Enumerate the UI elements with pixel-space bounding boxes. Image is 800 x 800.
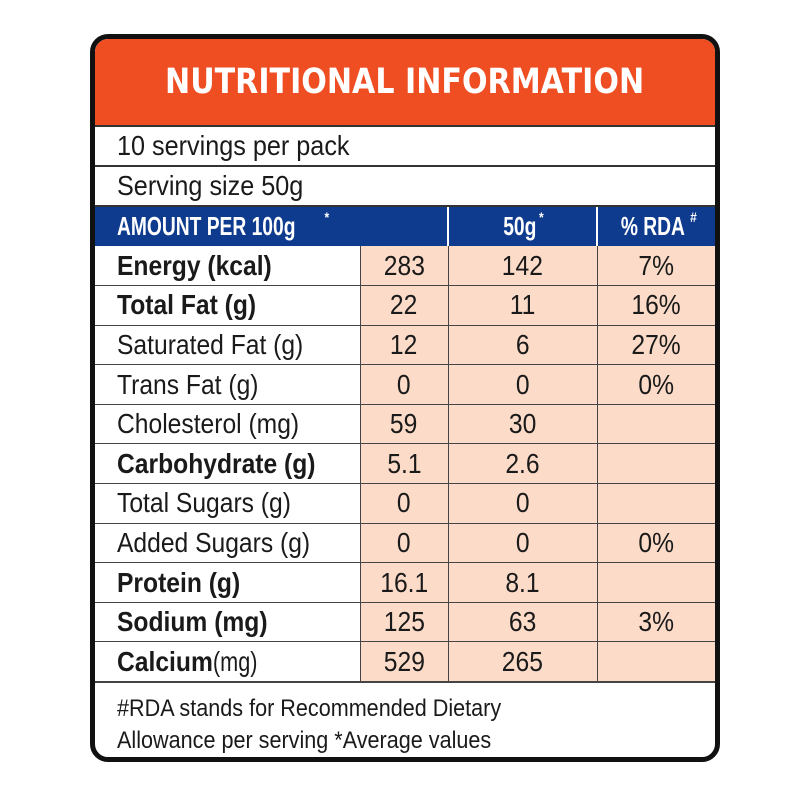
nutrient-name: Trans Fat (g) — [95, 364, 361, 405]
value-per-100g: 0 — [360, 364, 449, 405]
nutrition-panel: NUTRITIONAL INFORMATION 10 servings per … — [90, 34, 720, 762]
value-per-100g: 529 — [360, 641, 449, 683]
nutrient-name: Saturated Fat (g) — [95, 325, 361, 366]
header-50g: 50g * — [448, 207, 598, 246]
title-bar: NUTRITIONAL INFORMATION — [95, 39, 715, 127]
servings-per-pack: 10 servings per pack — [117, 130, 350, 161]
nutrient-name: Sodium (mg) — [95, 602, 361, 643]
value-per-50g: 2.6 — [448, 443, 598, 485]
header-50g-mark: * — [539, 209, 545, 225]
value-per-50g: 30 — [448, 404, 598, 445]
value-per-50g: 8.1 — [448, 562, 598, 603]
value-rda: 0% — [597, 523, 715, 564]
value-per-50g: 0 — [448, 523, 598, 564]
value-per-100g: 5.1 — [360, 443, 449, 485]
value-per-100g: 0 — [360, 523, 449, 564]
value-per-100g: 125 — [360, 602, 449, 643]
nutrient-name: Energy (kcal) — [95, 246, 361, 287]
nutrient-name-unit: (mg) — [212, 645, 258, 677]
value-rda — [597, 641, 715, 683]
table-row: Sodium (mg) 125 63 3% — [95, 602, 715, 643]
value-per-100g: 22 — [360, 285, 449, 326]
value-rda — [597, 562, 715, 603]
nutrient-name: Carbohydrate (g) — [95, 443, 361, 485]
table-row: Carbohydrate (g) 5.1 2.6 — [95, 443, 715, 485]
header-50g-label: 50g — [503, 211, 537, 241]
value-per-50g: 63 — [448, 602, 598, 643]
footnote-line-1: #RDA stands for Recommended Dietary — [117, 695, 502, 723]
table-row: Total Sugars (g) 0 0 — [95, 483, 715, 524]
footnote: #RDA stands for Recommended Dietary Allo… — [95, 682, 715, 757]
header-amount-per-100g: AMOUNT PER 100g * — [95, 207, 449, 246]
table-row: Saturated Fat (g) 12 6 27% — [95, 325, 715, 366]
table-row: Energy (kcal) 283 142 7% — [95, 246, 715, 287]
table-row: Trans Fat (g) 0 0 0% — [95, 364, 715, 405]
nutrient-name: Cholesterol (mg) — [95, 404, 361, 445]
table-row: Total Fat (g) 22 11 16% — [95, 285, 715, 326]
nutrient-name-bold: Calcium — [117, 645, 213, 677]
table-row: Protein (g) 16.1 8.1 — [95, 562, 715, 603]
header-rda: % RDA # — [597, 207, 715, 246]
serving-size: Serving size 50g — [117, 170, 304, 201]
value-rda — [597, 404, 715, 445]
table-row: Added Sugars (g) 0 0 0% — [95, 523, 715, 564]
value-per-100g: 16.1 — [360, 562, 449, 603]
value-rda: 7% — [597, 246, 715, 287]
nutrient-name: Calcium (mg) — [95, 641, 361, 683]
value-per-50g: 265 — [448, 641, 598, 683]
nutrient-name: Added Sugars (g) — [95, 523, 361, 564]
value-rda: 3% — [597, 602, 715, 643]
header-rda-mark: # — [690, 209, 698, 225]
nutrient-name: Protein (g) — [95, 562, 361, 603]
footnote-line-2: Allowance per serving *Average values — [117, 727, 492, 755]
header-amount-mark: * — [324, 209, 330, 225]
value-rda: 0% — [597, 364, 715, 405]
panel-title: NUTRITIONAL INFORMATION — [165, 62, 645, 102]
value-rda: 27% — [597, 325, 715, 366]
value-per-100g: 0 — [360, 483, 449, 524]
header-amount-label: AMOUNT PER 100g — [117, 211, 296, 241]
value-per-100g: 12 — [360, 325, 449, 366]
servings-line: 10 servings per pack — [95, 127, 715, 167]
value-per-50g: 142 — [448, 246, 598, 287]
serving-size-line: Serving size 50g — [95, 167, 715, 207]
nutrient-name: Total Fat (g) — [95, 285, 361, 326]
value-per-50g: 11 — [448, 285, 598, 326]
table-header-row: AMOUNT PER 100g * 50g * % RDA # — [95, 207, 715, 246]
value-per-50g: 6 — [448, 325, 598, 366]
nutrient-name: Total Sugars (g) — [95, 483, 361, 524]
value-rda: 16% — [597, 285, 715, 326]
value-per-100g: 283 — [360, 246, 449, 287]
value-rda — [597, 483, 715, 524]
value-per-50g: 0 — [448, 364, 598, 405]
value-per-100g: 59 — [360, 404, 449, 445]
value-rda — [597, 443, 715, 485]
value-per-50g: 0 — [448, 483, 598, 524]
table-row: Calcium (mg) 529 265 — [95, 641, 715, 683]
table-row: Cholesterol (mg) 59 30 — [95, 404, 715, 445]
header-rda-label: % RDA — [621, 211, 686, 241]
nutrition-table: AMOUNT PER 100g * 50g * % RDA # Energy (kca… — [95, 207, 715, 683]
